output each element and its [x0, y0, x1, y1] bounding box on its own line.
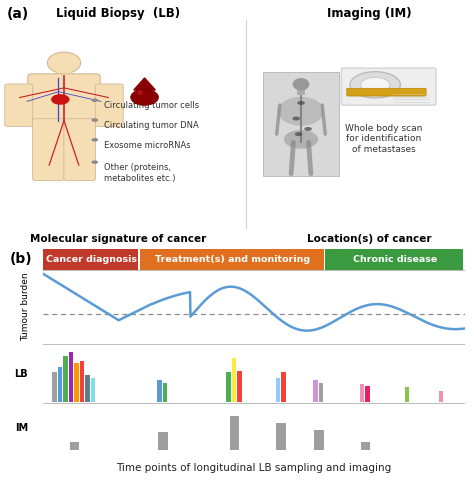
Bar [74, 363, 79, 401]
Bar [237, 371, 242, 401]
Bar [158, 432, 167, 450]
Bar [365, 386, 370, 401]
Circle shape [91, 138, 98, 142]
Ellipse shape [284, 130, 318, 148]
Text: LB: LB [14, 369, 28, 379]
Bar [405, 387, 410, 401]
Bar [69, 352, 73, 401]
Bar [64, 356, 68, 401]
Text: Imaging (IM): Imaging (IM) [328, 7, 412, 20]
Bar [43, 249, 138, 270]
Circle shape [91, 99, 98, 102]
Text: Chronic disease: Chronic disease [353, 255, 437, 264]
Bar [80, 361, 84, 401]
Bar [276, 423, 286, 450]
Text: Circulating tumor cells: Circulating tumor cells [104, 101, 200, 110]
Bar [361, 442, 370, 450]
Bar [360, 384, 365, 401]
Text: Liquid Biopsy  (LB): Liquid Biopsy (LB) [56, 7, 181, 20]
Bar [232, 357, 237, 401]
Circle shape [295, 132, 302, 136]
Bar [52, 372, 57, 401]
Circle shape [292, 116, 300, 121]
Text: Other (proteins,
metabolites etc.): Other (proteins, metabolites etc.) [104, 163, 176, 183]
Bar [70, 442, 79, 450]
FancyBboxPatch shape [5, 84, 33, 127]
Bar [85, 375, 90, 401]
Bar [57, 65, 71, 74]
Bar [58, 367, 63, 401]
Text: IM: IM [15, 423, 28, 433]
Bar [163, 383, 167, 401]
Circle shape [297, 101, 305, 105]
FancyBboxPatch shape [263, 72, 339, 176]
Circle shape [91, 160, 98, 164]
FancyBboxPatch shape [32, 119, 64, 181]
FancyBboxPatch shape [95, 84, 123, 127]
Bar [314, 430, 324, 450]
FancyBboxPatch shape [346, 88, 426, 96]
Polygon shape [134, 78, 155, 90]
Circle shape [304, 127, 312, 131]
Text: Tumour burden: Tumour burden [21, 273, 30, 341]
Circle shape [361, 77, 390, 93]
Ellipse shape [47, 52, 81, 73]
Text: (a): (a) [7, 7, 29, 21]
Ellipse shape [51, 94, 70, 105]
Text: Cancer diagnosis: Cancer diagnosis [46, 255, 137, 264]
Text: Exosome microRNAs: Exosome microRNAs [104, 141, 191, 150]
FancyBboxPatch shape [341, 68, 436, 105]
FancyBboxPatch shape [64, 119, 96, 181]
Bar [325, 249, 463, 270]
Ellipse shape [292, 78, 310, 91]
Bar [140, 249, 324, 270]
Ellipse shape [137, 90, 143, 95]
Bar [275, 378, 280, 401]
Text: Location(s) of cancer: Location(s) of cancer [308, 234, 432, 244]
FancyBboxPatch shape [28, 74, 100, 123]
Bar [281, 372, 285, 401]
Text: Treatment(s) and monitoring: Treatment(s) and monitoring [155, 255, 310, 264]
Text: Time points of longitudinal LB sampling and imaging: Time points of longitudinal LB sampling … [116, 463, 391, 473]
Text: (b): (b) [10, 251, 33, 266]
Circle shape [350, 72, 401, 98]
Bar [313, 380, 318, 401]
Bar [297, 86, 305, 95]
Bar [230, 416, 239, 450]
Ellipse shape [278, 97, 324, 126]
Text: Circulating tumor DNA: Circulating tumor DNA [104, 121, 199, 130]
Text: Whole body scan
for identification
of metastases: Whole body scan for identification of me… [345, 124, 423, 153]
Circle shape [91, 118, 98, 122]
Text: Molecular signature of cancer: Molecular signature of cancer [30, 234, 207, 244]
Bar [91, 378, 95, 401]
Ellipse shape [131, 89, 158, 105]
Bar [227, 372, 231, 401]
Bar [157, 380, 162, 401]
Bar [438, 392, 443, 401]
Bar [319, 383, 323, 401]
